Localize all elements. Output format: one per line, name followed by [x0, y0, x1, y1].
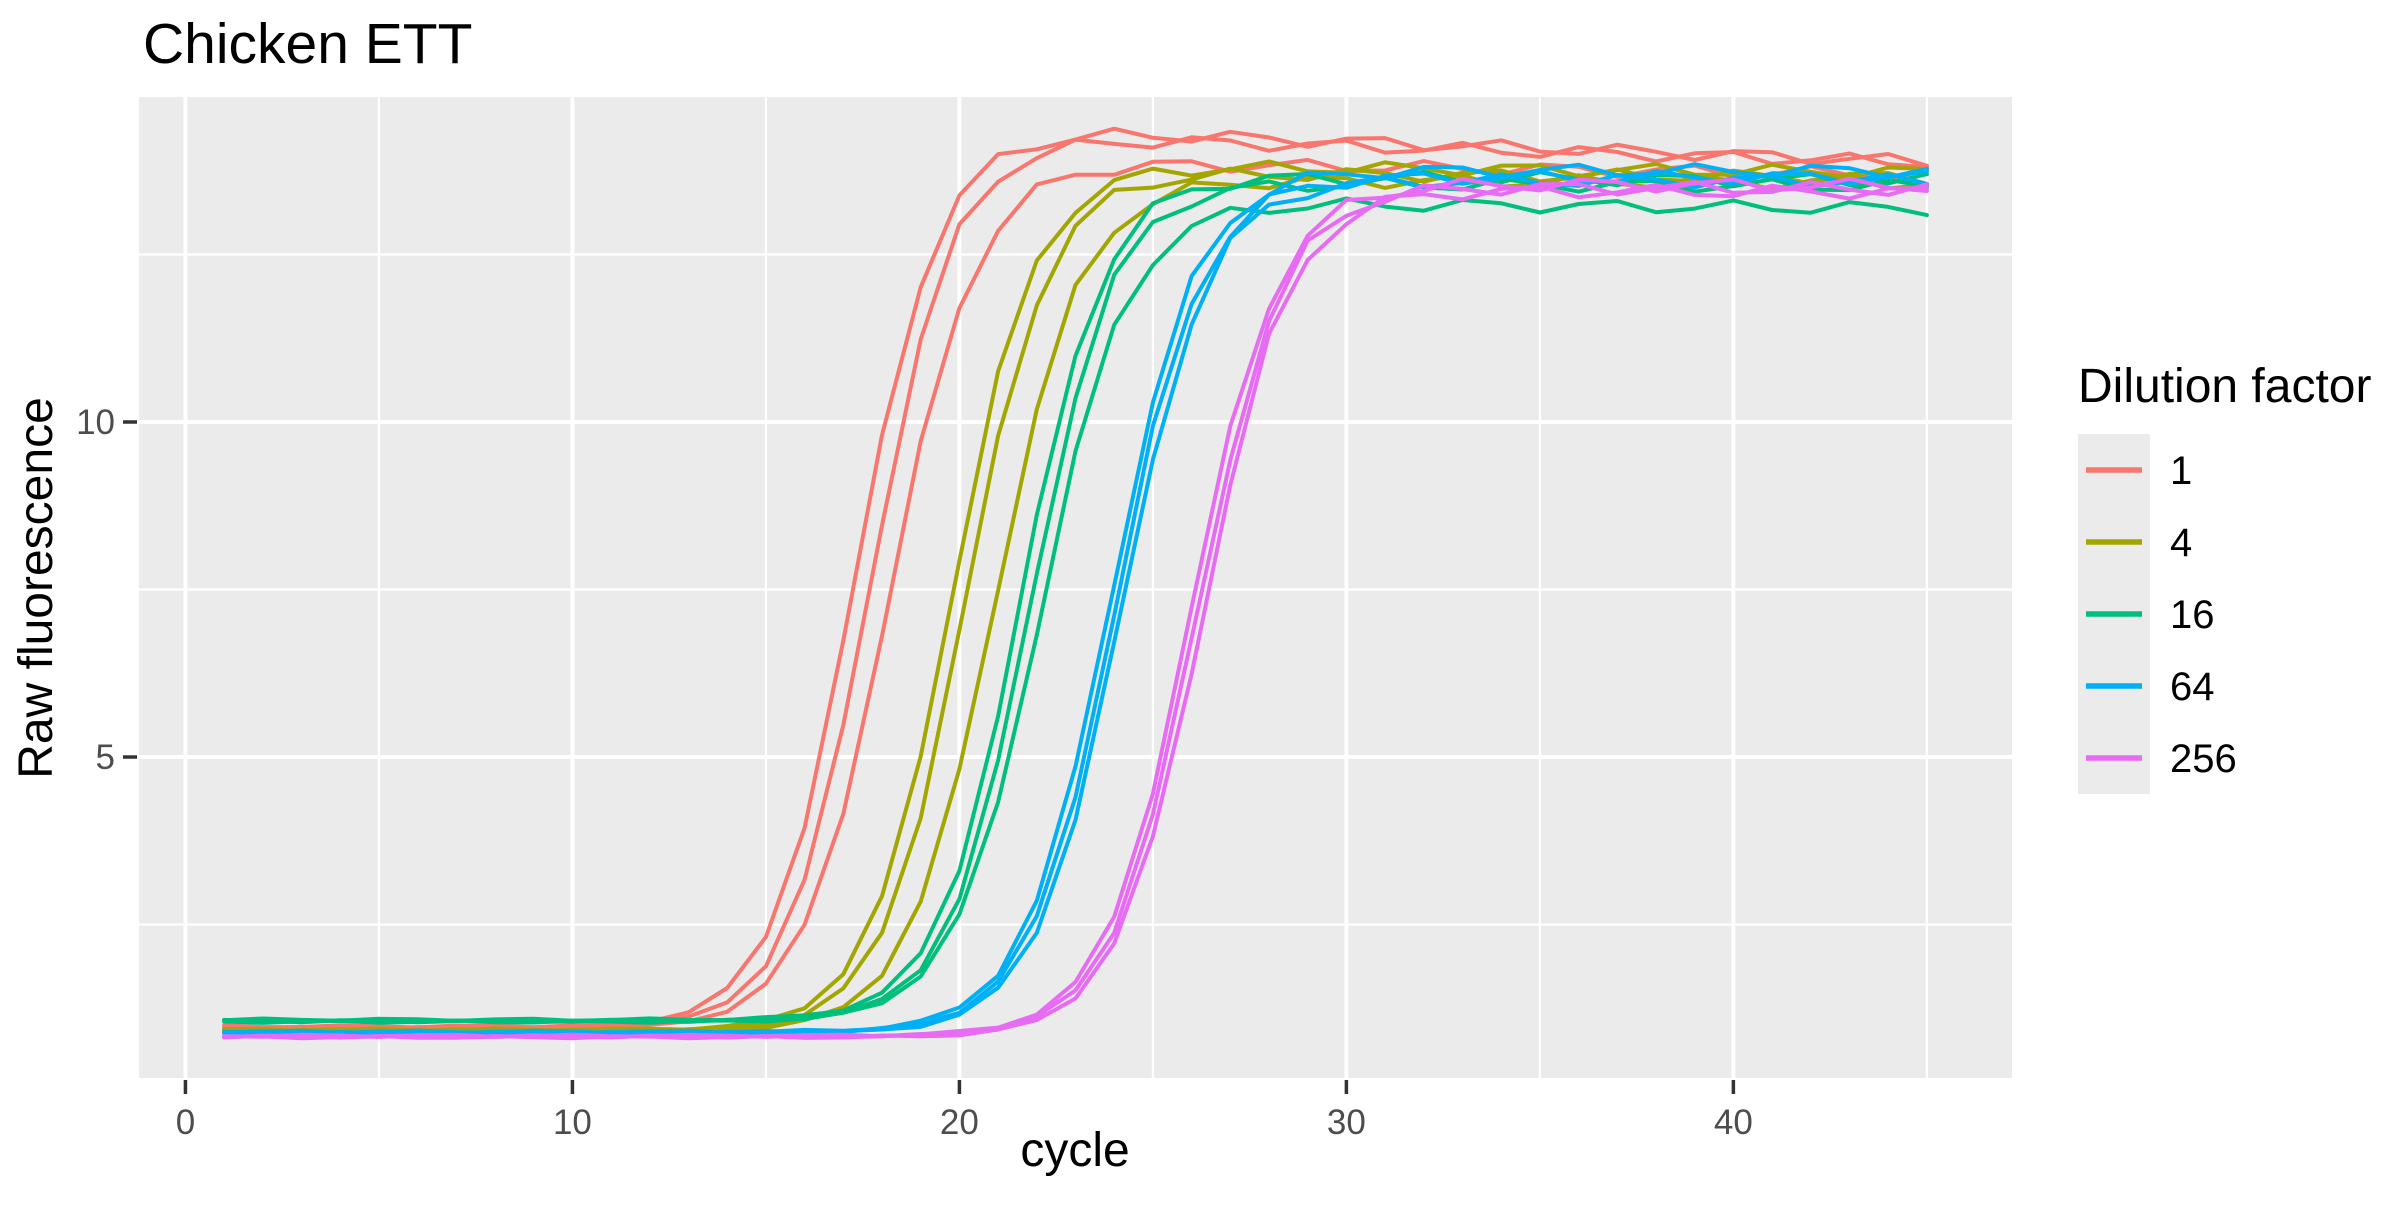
- x-tick-label: 40: [1714, 1103, 1753, 1142]
- amplification-curve-dilution-64-rep3: [222, 172, 1929, 1037]
- panel-background: [139, 97, 2012, 1078]
- legend-item-label: 16: [2170, 593, 2215, 637]
- x-tick-label: 10: [553, 1103, 592, 1142]
- x-tick-label: 0: [176, 1103, 195, 1142]
- plot-title: Chicken ETT: [143, 12, 472, 76]
- legend-item-label: 4: [2170, 521, 2192, 565]
- legend-title: Dilution factor: [2078, 360, 2371, 413]
- x-tick-label: 20: [940, 1103, 979, 1142]
- y-tick-label: 10: [76, 403, 115, 442]
- legend-item-label: 256: [2170, 737, 2237, 781]
- legend-item-label: 1: [2170, 449, 2192, 493]
- y-axis-title: Raw fluorescence: [10, 397, 63, 779]
- amplification-curve-dilution-16-rep3: [222, 196, 1929, 1025]
- x-axis-title: cycle: [1020, 1124, 1129, 1177]
- y-tick-label: 5: [96, 738, 115, 777]
- legend: 1 4 16 64 256: [2078, 434, 2237, 794]
- amplification-curve-dilution-256-rep3: [222, 182, 1929, 1041]
- curve-series-layer: [222, 126, 1929, 1041]
- legend-item-label: 64: [2170, 665, 2215, 709]
- x-tick-label: 30: [1327, 1103, 1366, 1142]
- axis-layer: 0 10 20 30 40 5 10: [76, 403, 1753, 1142]
- plot-panel: [139, 97, 2012, 1078]
